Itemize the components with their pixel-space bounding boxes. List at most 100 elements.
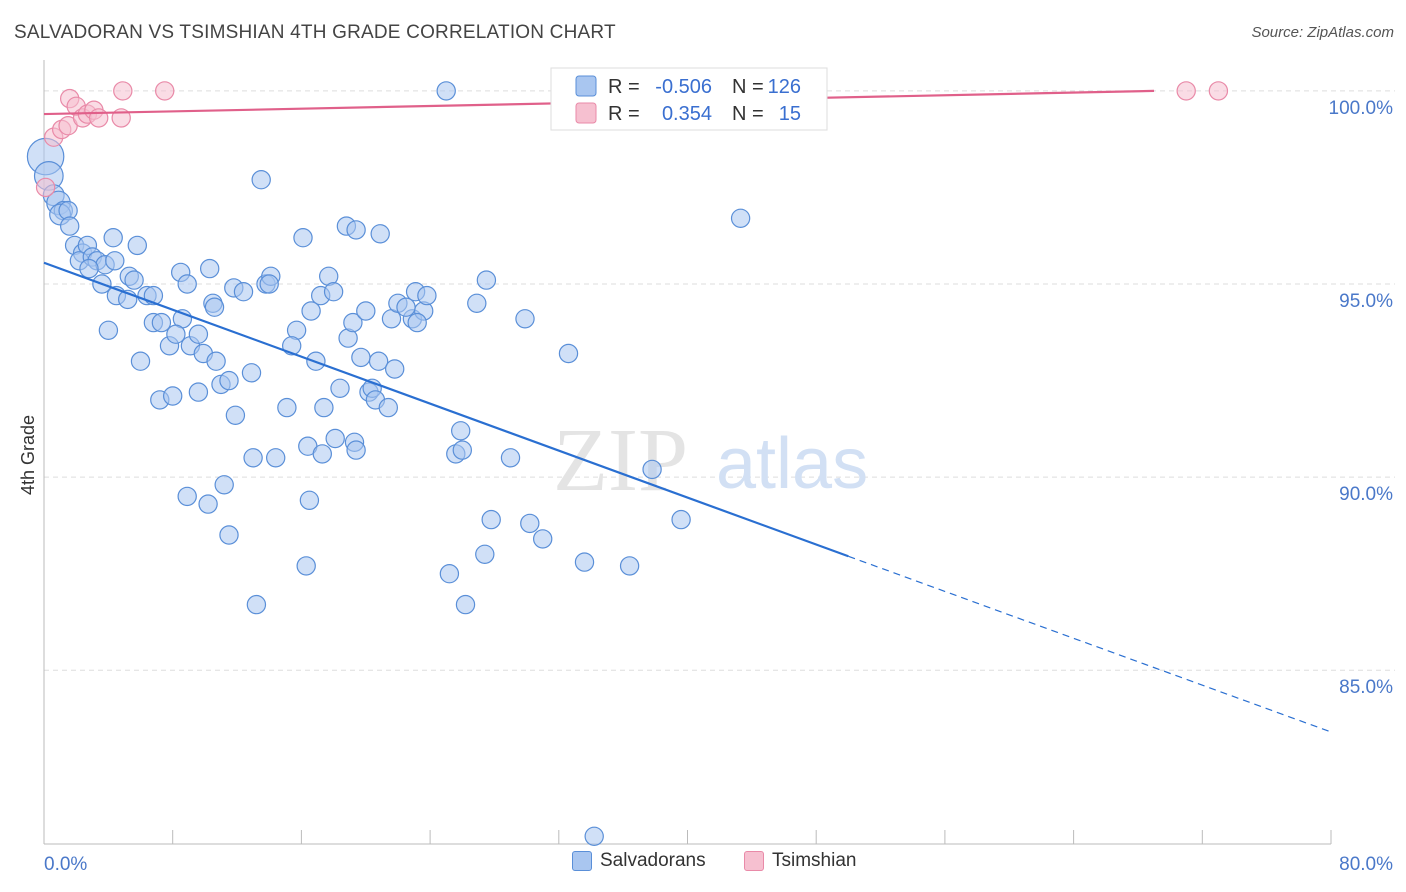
salvadoran-point xyxy=(385,359,405,379)
x-tick-label-min: 0.0% xyxy=(44,854,87,875)
salvadoran-point xyxy=(219,370,239,391)
salvadoran-point xyxy=(451,421,471,441)
salvadoran-point xyxy=(241,363,262,383)
legend-item-salvadorans: Salvadorans xyxy=(572,850,706,872)
y-tick-labels: 85.0% 90.0% 95.0% 100.0% xyxy=(1329,98,1394,698)
legend-r-label-pink: R = xyxy=(608,103,640,125)
legend-swatch-blue xyxy=(575,75,597,97)
salvadoran-point xyxy=(351,347,371,368)
salvadoran-point xyxy=(206,351,226,371)
salvadoran-point xyxy=(312,444,332,464)
salvadoran-point xyxy=(177,274,197,294)
tsimshian-swatch xyxy=(744,851,764,871)
salvadoran-point xyxy=(642,459,662,480)
watermark-atlas: atlas xyxy=(716,424,868,504)
salvadoran-point xyxy=(455,594,476,615)
tsimshian-point xyxy=(154,81,175,101)
tsimshian-point xyxy=(1176,81,1196,101)
legend-r-value-blue: -0.506 xyxy=(655,76,712,98)
series-legend: Salvadorans Tsimshian xyxy=(0,850,1406,880)
salvadoran-point xyxy=(130,351,151,371)
salvadoran-point xyxy=(98,320,119,340)
tsimshian-point xyxy=(88,108,109,128)
legend-r-label-blue: R = xyxy=(608,76,640,98)
salvadoran-point xyxy=(330,378,350,398)
salvadoran-point xyxy=(475,544,495,565)
salvadoran-point xyxy=(515,309,535,329)
salvadoran-point xyxy=(259,274,279,294)
salvadoran-point xyxy=(346,220,366,240)
legend-n-value-pink: 15 xyxy=(779,103,801,125)
salvadoran-point xyxy=(103,227,123,248)
watermark: ZIP atlas xyxy=(553,411,868,510)
salvadoran-point xyxy=(671,509,691,530)
salvadoran-point xyxy=(436,81,456,101)
salvadoran-point xyxy=(251,169,271,190)
salvadoran-point xyxy=(558,343,579,364)
stats-legend: R = -0.506 N = 126 R = 0.354 N = 15 xyxy=(550,67,828,131)
salvadoran-point xyxy=(730,208,751,228)
source-label: Source: ZipAtlas.com xyxy=(1251,24,1394,41)
x-tick-label-max: 80.0% xyxy=(1339,854,1393,875)
salvadoran-point xyxy=(574,552,595,572)
legend-n-label-pink: N = xyxy=(732,103,764,125)
legend-item-tsimshian: Tsimshian xyxy=(744,850,856,872)
y-tick-label: 100.0% xyxy=(1329,98,1394,119)
salvadorans-trend-line xyxy=(43,261,849,558)
stats-legend-box xyxy=(550,67,828,131)
salvadoran-point xyxy=(476,270,497,290)
salvadoran-point xyxy=(243,448,263,468)
salvadorans-trend-extension xyxy=(848,555,1332,733)
salvadoran-point xyxy=(370,224,390,244)
salvadoran-point xyxy=(323,282,344,302)
salvadoran-point xyxy=(199,258,220,279)
salvadoran-point xyxy=(188,382,209,402)
salvadoran-point xyxy=(343,312,363,333)
salvadoran-point xyxy=(314,397,334,418)
salvadoran-point xyxy=(166,324,186,344)
salvadoran-point xyxy=(124,270,144,290)
salvadoran-point xyxy=(346,440,366,460)
salvadoran-point xyxy=(219,525,239,545)
salvadoran-point xyxy=(520,513,540,534)
salvadoran-point xyxy=(79,258,99,279)
salvadoran-point xyxy=(301,301,321,321)
salvadoran-point xyxy=(277,397,297,418)
watermark-zip: ZIP xyxy=(553,411,688,510)
y-tick-label: 90.0% xyxy=(1339,484,1393,505)
legend-r-value-pink: 0.354 xyxy=(662,103,712,125)
salvadoran-point xyxy=(452,440,472,460)
salvadoran-point xyxy=(266,448,286,468)
salvadorans-swatch xyxy=(572,851,592,871)
salvadoran-point xyxy=(378,397,398,418)
legend-label-tsimshian: Tsimshian xyxy=(772,850,857,871)
salvadoran-point xyxy=(533,529,553,549)
axes xyxy=(43,60,1332,845)
salvadoran-point xyxy=(417,285,437,306)
tsimshian-point xyxy=(1208,81,1229,101)
salvadoran-point xyxy=(59,216,80,236)
salvadoran-point xyxy=(299,490,320,510)
salvadoran-point xyxy=(204,297,225,317)
tsimshian-point xyxy=(35,177,56,198)
y-tick-label: 85.0% xyxy=(1339,677,1393,698)
salvadoran-point xyxy=(177,486,197,507)
legend-swatch-pink xyxy=(575,102,597,124)
salvadoran-point xyxy=(214,475,234,495)
salvadoran-point xyxy=(356,301,376,321)
salvadoran-point xyxy=(293,227,313,248)
salvadoran-point xyxy=(467,293,487,313)
salvadoran-point xyxy=(105,251,125,271)
salvadoran-point xyxy=(188,324,209,344)
legend-n-value-blue: 126 xyxy=(768,76,801,98)
salvadoran-point xyxy=(439,564,460,584)
chart-title: SALVADORAN VS TSIMSHIAN 4TH GRADE CORREL… xyxy=(14,22,616,43)
salvadoran-point xyxy=(127,235,147,256)
salvadoran-point xyxy=(619,556,640,576)
salvadoran-point xyxy=(296,556,316,576)
salvadoran-point xyxy=(368,351,389,371)
salvadoran-point xyxy=(481,509,501,530)
legend-n-label-blue: N = xyxy=(732,76,764,98)
salvadoran-point xyxy=(500,448,521,468)
